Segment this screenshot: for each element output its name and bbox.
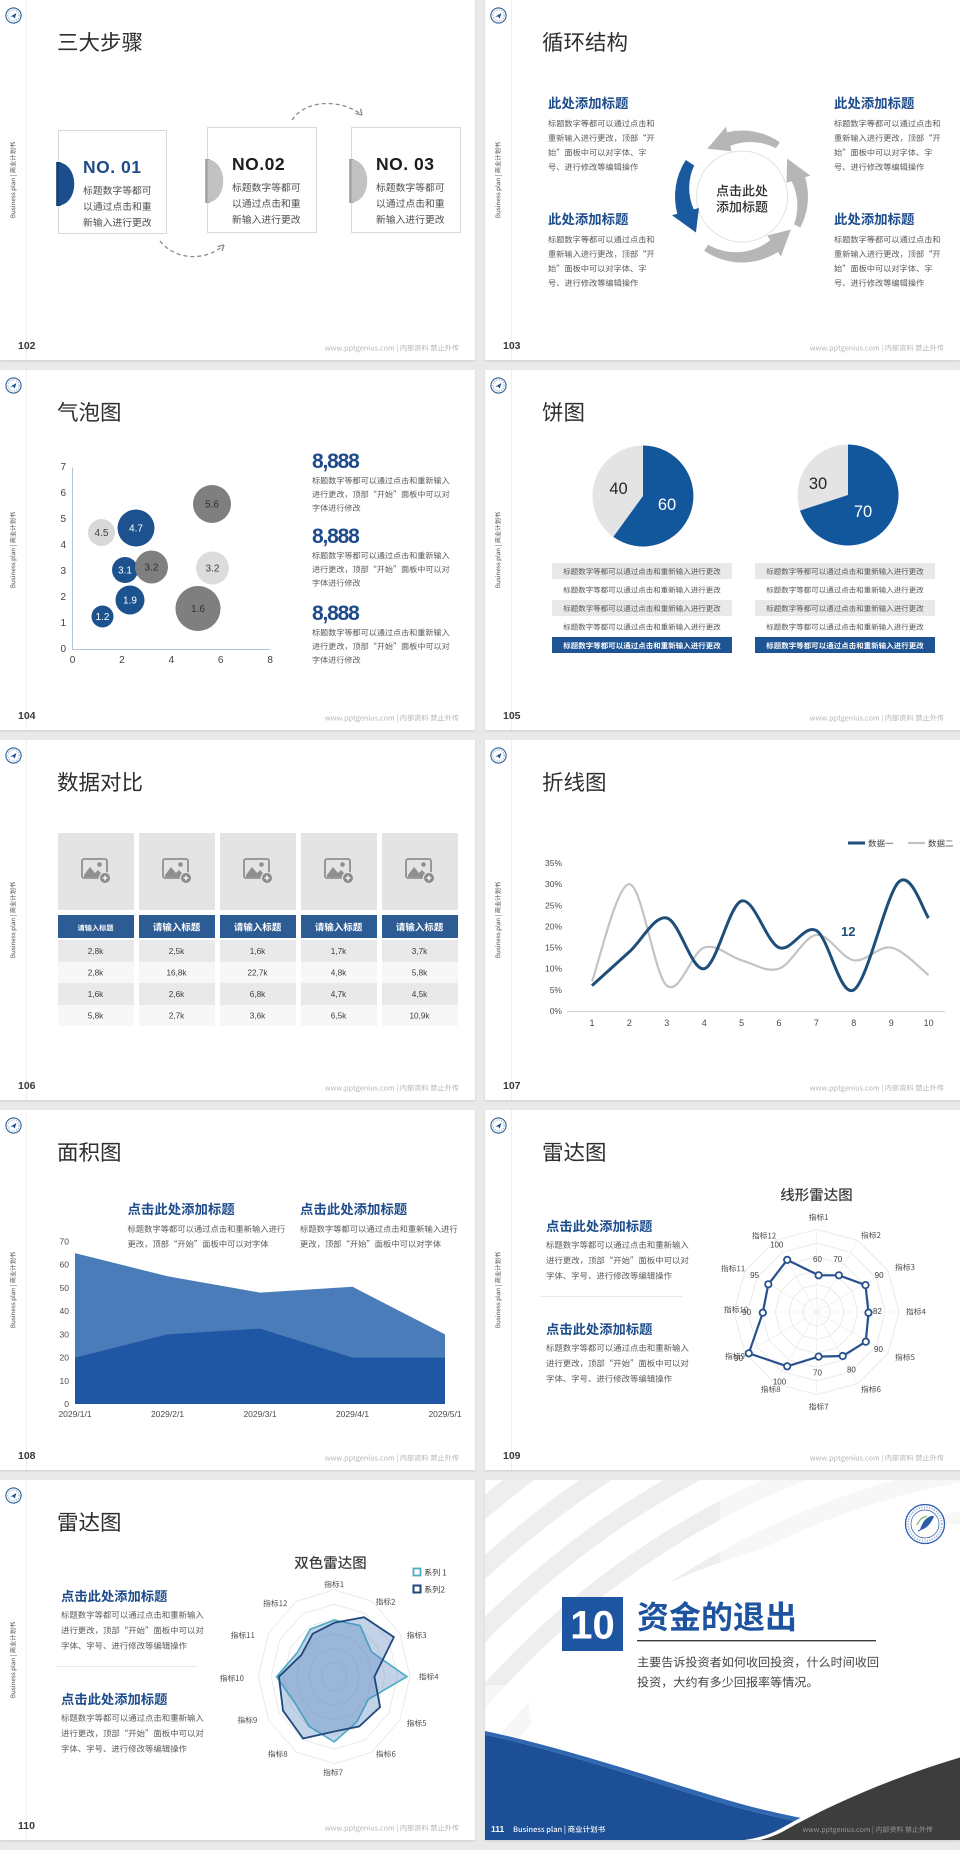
- svg-text:70: 70: [813, 1369, 822, 1378]
- svg-text:90: 90: [742, 1308, 751, 1317]
- svg-text:70: 70: [60, 1237, 70, 1247]
- svg-text:2: 2: [60, 592, 66, 603]
- svg-text:0: 0: [60, 644, 66, 655]
- svg-text:12: 12: [841, 924, 855, 939]
- svg-text:0%: 0%: [550, 1006, 563, 1016]
- svg-text:5: 5: [60, 514, 66, 525]
- svg-text:70: 70: [854, 503, 872, 521]
- svg-text:10: 10: [570, 1604, 615, 1648]
- svg-text:20%: 20%: [545, 921, 562, 931]
- svg-text:40: 40: [609, 480, 627, 498]
- svg-text:100: 100: [770, 1241, 784, 1250]
- svg-text:0: 0: [64, 1399, 69, 1409]
- svg-text:4: 4: [169, 655, 175, 666]
- svg-text:60: 60: [60, 1260, 70, 1270]
- svg-text:40: 40: [60, 1306, 70, 1316]
- svg-text:60: 60: [813, 1255, 822, 1264]
- svg-text:2029/1/1: 2029/1/1: [58, 1409, 91, 1419]
- svg-text:10: 10: [60, 1376, 70, 1386]
- svg-text:15%: 15%: [545, 943, 562, 953]
- svg-text:0: 0: [70, 655, 76, 666]
- svg-text:2029/4/1: 2029/4/1: [336, 1409, 369, 1419]
- svg-text:6: 6: [60, 488, 66, 499]
- svg-text:3.1: 3.1: [118, 566, 132, 577]
- svg-text:5: 5: [739, 1018, 744, 1028]
- svg-text:1.2: 1.2: [96, 612, 110, 623]
- svg-text:95: 95: [750, 1271, 759, 1280]
- svg-text:2: 2: [627, 1018, 632, 1028]
- svg-text:90: 90: [874, 1345, 883, 1354]
- svg-text:2: 2: [119, 655, 125, 666]
- svg-text:3: 3: [60, 566, 66, 577]
- svg-text:1.9: 1.9: [123, 596, 137, 607]
- svg-text:5%: 5%: [550, 985, 563, 995]
- svg-text:20: 20: [60, 1353, 70, 1363]
- svg-text:1: 1: [589, 1018, 594, 1028]
- svg-text:1.6: 1.6: [191, 604, 205, 615]
- svg-text:4.7: 4.7: [129, 524, 143, 535]
- svg-text:5.6: 5.6: [205, 500, 219, 511]
- svg-text:3.2: 3.2: [206, 564, 220, 575]
- svg-text:100: 100: [773, 1378, 787, 1387]
- svg-text:30: 30: [60, 1329, 70, 1339]
- svg-text:3.2: 3.2: [145, 563, 159, 574]
- svg-text:90: 90: [875, 1271, 884, 1280]
- svg-text:2029/2/1: 2029/2/1: [151, 1409, 184, 1419]
- svg-text:4.5: 4.5: [95, 528, 109, 539]
- svg-text:7: 7: [60, 462, 66, 473]
- svg-text:70: 70: [833, 1255, 842, 1264]
- svg-text:6: 6: [776, 1018, 781, 1028]
- svg-text:3: 3: [664, 1018, 669, 1028]
- svg-text:82: 82: [873, 1307, 882, 1316]
- svg-text:60: 60: [658, 496, 676, 514]
- svg-text:4: 4: [60, 540, 66, 551]
- svg-text:50: 50: [60, 1283, 70, 1293]
- svg-text:90: 90: [734, 1354, 743, 1363]
- svg-text:80: 80: [847, 1366, 856, 1375]
- svg-text:6: 6: [218, 655, 224, 666]
- svg-text:9: 9: [889, 1018, 894, 1028]
- svg-text:2029/5/1: 2029/5/1: [428, 1409, 461, 1419]
- svg-text:35%: 35%: [545, 858, 562, 868]
- svg-text:8: 8: [851, 1018, 856, 1028]
- svg-text:4: 4: [702, 1018, 707, 1028]
- svg-text:1: 1: [60, 618, 66, 629]
- svg-text:30: 30: [809, 475, 827, 493]
- svg-text:10%: 10%: [545, 964, 562, 974]
- svg-text:10: 10: [924, 1018, 934, 1028]
- svg-text:30%: 30%: [545, 879, 562, 889]
- svg-text:8: 8: [267, 655, 273, 666]
- svg-text:7: 7: [814, 1018, 819, 1028]
- svg-text:2029/3/1: 2029/3/1: [243, 1409, 276, 1419]
- svg-text:25%: 25%: [545, 900, 562, 910]
